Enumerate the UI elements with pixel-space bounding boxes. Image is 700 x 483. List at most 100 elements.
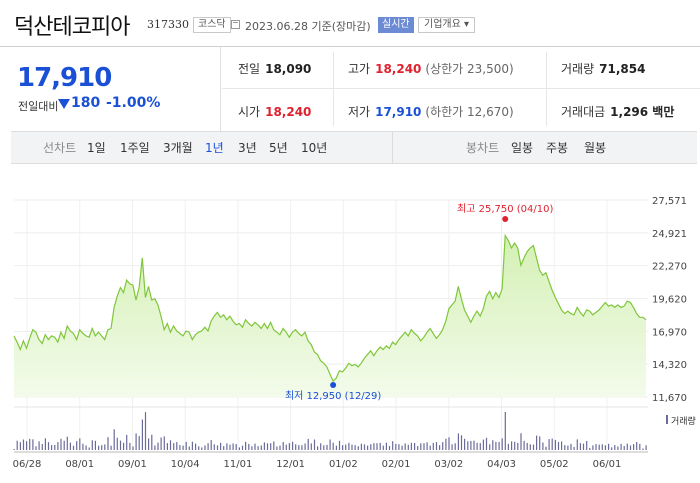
volume-label: 거래량 (561, 62, 595, 76)
volume-bar (173, 443, 175, 450)
x-tick-label: 12/01 (276, 459, 305, 470)
period-tab-1y[interactable]: 1년 (205, 141, 224, 155)
volume-bar (263, 442, 265, 450)
volume-bar (457, 433, 459, 450)
min-point (330, 382, 337, 388)
volume-bar (179, 445, 181, 450)
volume-bar (514, 441, 516, 450)
volume-bar (576, 439, 578, 450)
volume-bar (417, 446, 419, 450)
volume-bar (148, 438, 150, 450)
volume-bar (201, 447, 203, 450)
volume-bar (220, 442, 222, 450)
volume-bar (298, 445, 300, 450)
volume-bar (451, 444, 453, 450)
x-tick-label: 10/04 (171, 459, 200, 470)
volume-bar (401, 445, 403, 450)
realtime-button[interactable]: 실시간 (378, 17, 414, 33)
volume-bar (44, 438, 46, 450)
volume-bar (363, 444, 366, 450)
low-value: 17,910 (375, 105, 422, 119)
volume-bar (454, 443, 456, 450)
volume-bar (157, 442, 159, 450)
volume-bar (404, 443, 406, 450)
period-tab-10y[interactable]: 10년 (301, 141, 328, 155)
volume-bar (207, 443, 209, 450)
volume-bar (19, 442, 21, 450)
period-tab-3y[interactable]: 3년 (238, 141, 257, 155)
volume-bar (342, 445, 344, 450)
period-tab-3m[interactable]: 3개월 (163, 141, 193, 155)
volume-bar (129, 442, 131, 450)
volume-bar (498, 441, 500, 450)
volume-bar (526, 442, 528, 450)
volume-bar (63, 440, 65, 450)
volume-bar (98, 445, 100, 450)
volume-bar (160, 437, 162, 450)
volume-bar (79, 438, 81, 450)
volume-bar (629, 445, 632, 450)
x-tick-label: 03/02 (434, 459, 463, 470)
volume-bar (235, 444, 237, 450)
volume-bar (57, 442, 59, 450)
volume-bar (601, 444, 603, 450)
x-tick-label: 06/01 (593, 459, 622, 470)
volume-bar (495, 441, 497, 450)
volume-bar (367, 445, 369, 450)
volume-bar (348, 442, 350, 450)
y-tick-label: 16,970 (652, 327, 687, 338)
volume-bar (592, 445, 594, 450)
period-tab-1w[interactable]: 1주일 (120, 141, 150, 155)
volume-bar (144, 412, 147, 450)
company-overview-dropdown[interactable]: 기업개요 ▾ (418, 17, 475, 33)
volume-bar (448, 437, 450, 450)
volume-bar (245, 441, 247, 450)
volume-bar (345, 444, 347, 450)
y-axis-ticks: 27,571 24,921 22,270 19,620 16,970 14,320 11,6… (652, 196, 687, 404)
open-price: 시가 18,240 (238, 103, 311, 120)
x-tick-label: 05/02 (540, 459, 569, 470)
volume-bar (151, 434, 153, 450)
volume-bar (479, 443, 481, 450)
divider (546, 52, 547, 126)
volume-bar (191, 441, 193, 450)
candle-tab-weekly[interactable]: 주봉 (546, 141, 569, 155)
volume-bar (91, 440, 93, 450)
volume-bar (116, 437, 118, 450)
price-chart[interactable]: 27,571 24,921 22,270 19,620 16,970 14,320 11,6… (0, 178, 700, 483)
period-tab-1d[interactable]: 1일 (87, 141, 106, 155)
volume-bar (282, 442, 284, 450)
volume-bar (113, 429, 115, 450)
volume-bar (16, 440, 18, 450)
price-summary: 17,910 전일대비 180 -1.00% (0, 47, 221, 131)
volume-bar (623, 446, 625, 450)
volume-bar (119, 440, 122, 450)
volume-bar (633, 444, 635, 450)
volume-bar (564, 445, 566, 450)
volume-bar (335, 445, 337, 450)
x-tick-label: 11/01 (223, 459, 252, 470)
x-tick-label: 08/01 (65, 459, 94, 470)
volume-bar (66, 436, 68, 450)
volume-bar (138, 436, 140, 450)
volume-bar (614, 445, 616, 450)
volume-bar (532, 444, 535, 450)
volume-bar (567, 445, 569, 450)
volume-bar (370, 444, 372, 450)
volume-bar (26, 441, 28, 450)
volume-bar (620, 443, 622, 450)
x-tick-label: 02/01 (382, 459, 411, 470)
x-tick-label: 01/02 (329, 459, 358, 470)
volume-bar (467, 441, 469, 450)
volume-bar (41, 444, 43, 450)
volume-bar (210, 440, 212, 450)
candle-tab-monthly[interactable]: 월봉 (584, 141, 607, 155)
volume-bar (360, 443, 362, 450)
volume-bar (507, 443, 509, 450)
candle-tab-daily[interactable]: 일봉 (511, 141, 534, 155)
volume-bar (166, 443, 168, 450)
period-tab-5y[interactable]: 5년 (269, 141, 288, 155)
volume-bar (595, 444, 597, 450)
volume-legend-icon (666, 415, 668, 424)
prev-close: 전일 18,090 (238, 60, 311, 77)
